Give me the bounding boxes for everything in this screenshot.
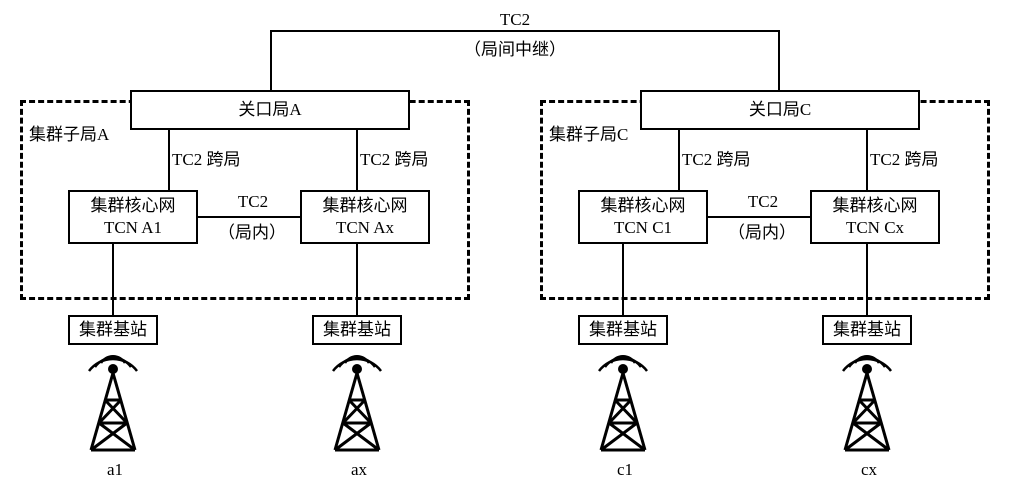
a1-to-base [112, 244, 114, 315]
tower-c1-icon [593, 345, 653, 455]
cluster-c-title: 集群子局C [545, 120, 632, 145]
base-a1: 集群基站 [68, 315, 158, 345]
base-cx: 集群基站 [822, 315, 912, 345]
gc-to-c1 [678, 130, 680, 190]
link-a-right: TC2 跨局 [360, 145, 428, 170]
inner-link-c-2: （局内） [722, 218, 802, 243]
base-c1-label: 集群基站 [589, 319, 657, 341]
link-c-right: TC2 跨局 [870, 145, 938, 170]
cluster-a-title: 集群子局A [25, 120, 113, 145]
tower-ax-icon [327, 345, 387, 455]
inner-link-c-1: TC2 [738, 192, 788, 212]
tcn-c1-label: 集群核心网 TCN C1 [601, 195, 686, 239]
base-a1-label: 集群基站 [79, 319, 147, 341]
base-c1: 集群基站 [578, 315, 668, 345]
trunk-label-2: （局间中继） [450, 35, 580, 60]
cx-to-base [866, 244, 868, 315]
tower-a1-icon [83, 345, 143, 455]
ax-to-base [356, 244, 358, 315]
tcn-cx: 集群核心网 TCN Cx [810, 190, 940, 244]
tower-a1-label: a1 [100, 460, 130, 480]
link-c-left: TC2 跨局 [682, 145, 750, 170]
base-ax: 集群基站 [312, 315, 402, 345]
tower-cx-icon [837, 345, 897, 455]
tower-c1-label: c1 [610, 460, 640, 480]
gateway-a-label: 关口局A [238, 99, 301, 121]
base-cx-label: 集群基站 [833, 319, 901, 341]
tcn-c1: 集群核心网 TCN C1 [578, 190, 708, 244]
inner-link-a-2: （局内） [212, 218, 292, 243]
tower-cx-label: cx [854, 460, 884, 480]
link-a-left: TC2 跨局 [172, 145, 240, 170]
tcn-a1-label: 集群核心网 TCN A1 [91, 195, 176, 239]
gateway-a: 关口局A [130, 90, 410, 130]
tcn-ax: 集群核心网 TCN Ax [300, 190, 430, 244]
gateway-c-label: 关口局C [749, 99, 811, 121]
ga-to-a1 [168, 130, 170, 190]
trunk-line [270, 30, 780, 32]
inner-link-a-1: TC2 [228, 192, 278, 212]
base-ax-label: 集群基站 [323, 319, 391, 341]
tcn-cx-label: 集群核心网 TCN Cx [833, 195, 918, 239]
tcn-ax-label: 集群核心网 TCN Ax [323, 195, 408, 239]
trunk-down-a [270, 30, 272, 90]
gateway-c: 关口局C [640, 90, 920, 130]
ga-to-ax [356, 130, 358, 190]
trunk-down-c [778, 30, 780, 90]
gc-to-cx [866, 130, 868, 190]
tcn-a1: 集群核心网 TCN A1 [68, 190, 198, 244]
tower-ax-label: ax [344, 460, 374, 480]
c1-to-base [622, 244, 624, 315]
trunk-label-1: TC2 [485, 10, 545, 30]
